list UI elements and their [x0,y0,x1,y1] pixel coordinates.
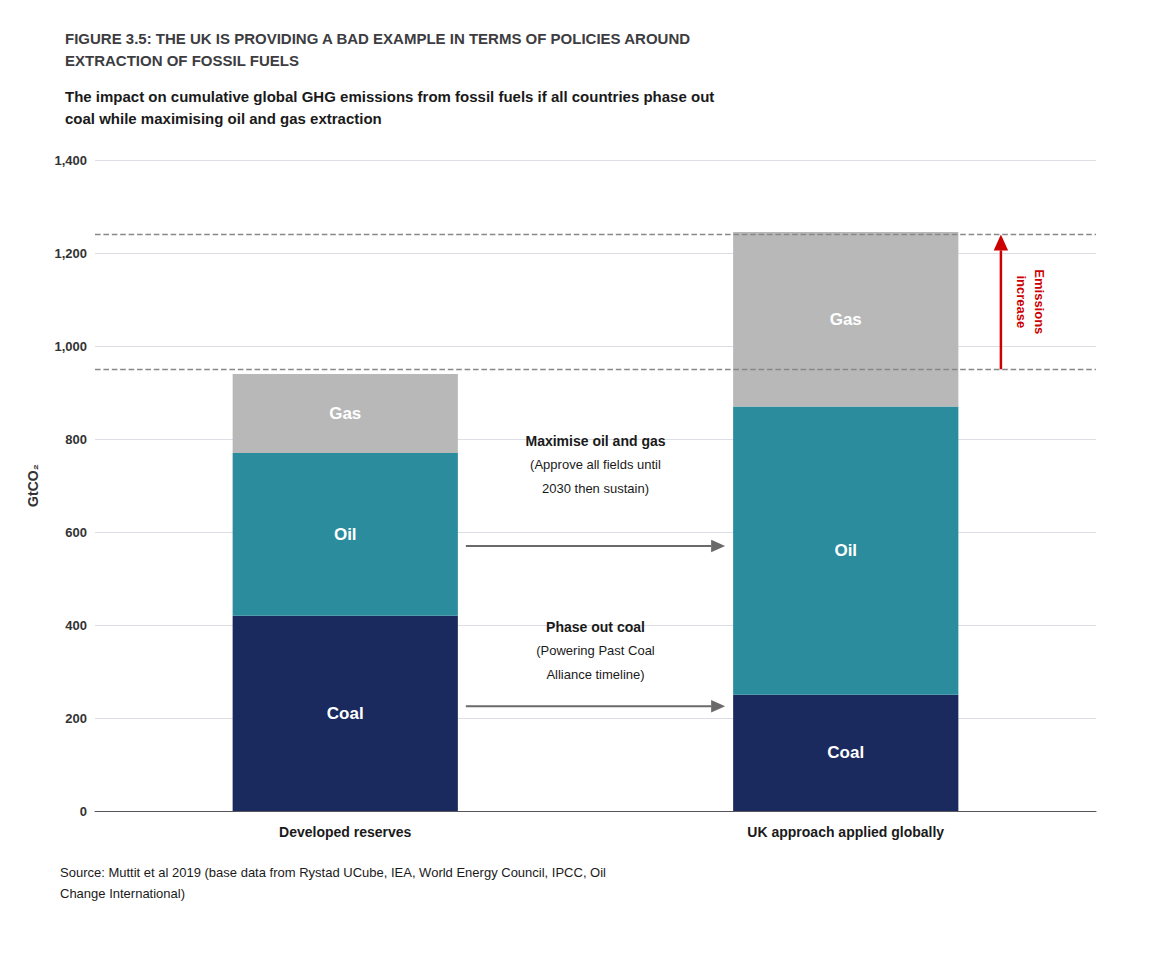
svg-text:The impact on cumulative globa: The impact on cumulative global GHG emis… [65,88,714,105]
svg-text:FIGURE 3.5: THE UK IS PROVIDIN: FIGURE 3.5: THE UK IS PROVIDING A BAD EX… [65,30,690,47]
svg-text:Phase out coal: Phase out coal [546,619,645,635]
svg-text:(Approve all fields until: (Approve all fields until [530,457,661,472]
svg-text:Oil: Oil [334,525,357,544]
svg-text:Maximise oil and gas: Maximise oil and gas [525,433,665,449]
svg-text:Coal: Coal [827,743,864,762]
svg-text:600: 600 [65,525,87,540]
svg-text:1,200: 1,200 [54,246,87,261]
svg-text:UK approach applied globally: UK approach applied globally [747,824,944,840]
svg-text:coal while maximising oil and: coal while maximising oil and gas extrac… [65,110,382,127]
svg-text:Coal: Coal [327,704,364,723]
svg-text:Source: Muttit et al 2019 (bas: Source: Muttit et al 2019 (base data fro… [60,865,606,880]
svg-text:Developed reserves: Developed reserves [279,824,412,840]
svg-text:800: 800 [65,432,87,447]
svg-text:Change International): Change International) [60,886,185,901]
svg-text:GtCO₂: GtCO₂ [25,464,41,507]
svg-text:(Powering Past Coal: (Powering Past Coal [536,643,655,658]
svg-text:1,400: 1,400 [54,153,87,168]
svg-text:200: 200 [65,711,87,726]
svg-text:400: 400 [65,618,87,633]
svg-text:Oil: Oil [834,541,857,560]
svg-text:2030 then sustain): 2030 then sustain) [542,481,649,496]
svg-text:Gas: Gas [830,310,862,329]
svg-text:EXTRACTION OF FOSSIL FUELS: EXTRACTION OF FOSSIL FUELS [65,52,299,69]
svg-text:increase: increase [1014,275,1029,328]
svg-text:Emissions: Emissions [1032,269,1047,334]
svg-text:1,000: 1,000 [54,339,87,354]
svg-text:Alliance timeline): Alliance timeline) [546,667,644,682]
svg-text:0: 0 [80,804,87,819]
svg-text:Gas: Gas [329,404,361,423]
